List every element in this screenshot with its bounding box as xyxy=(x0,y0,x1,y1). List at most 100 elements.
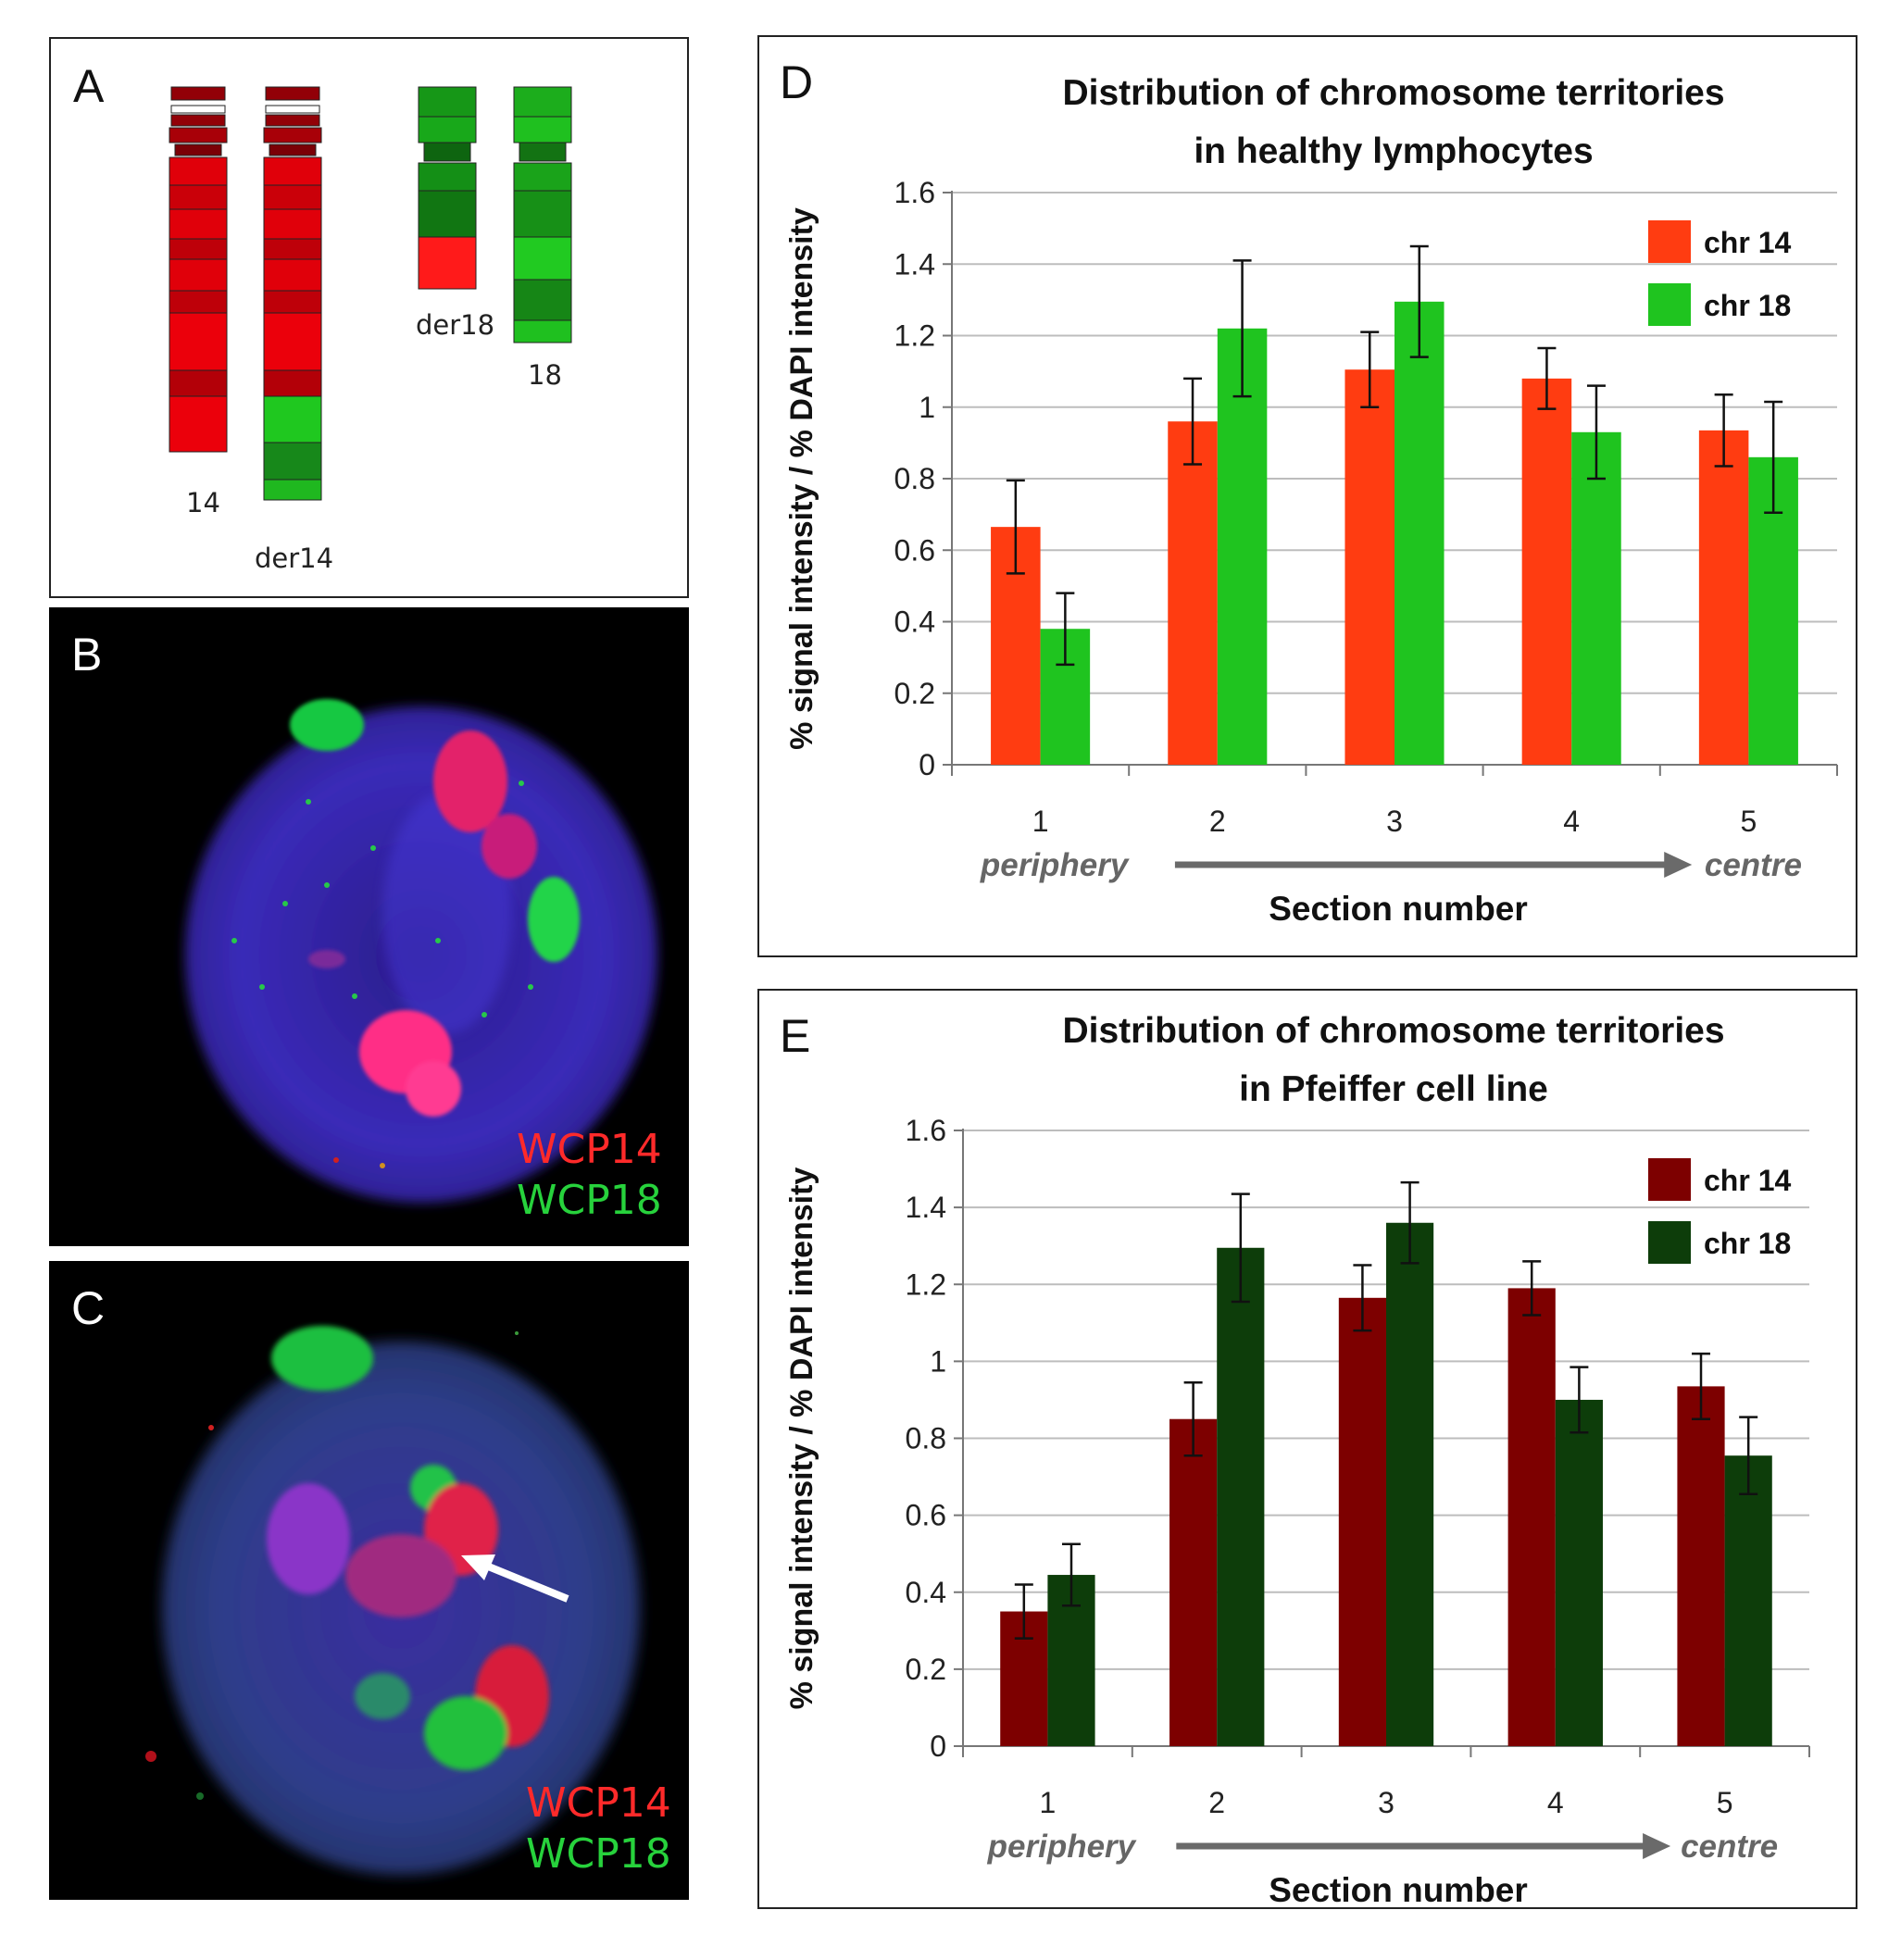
chromosome-der14 xyxy=(263,86,322,501)
error-bar xyxy=(1231,1192,1250,1304)
x-tick-label: 2 xyxy=(1208,1786,1225,1819)
chart-d: Distribution of chromosome territories in… xyxy=(784,73,1838,928)
bar-chr14-2 xyxy=(1168,421,1218,765)
legend-label: chr 18 xyxy=(1704,1227,1791,1260)
legend-swatch xyxy=(1648,1158,1691,1201)
y-axis-label: % signal intensity / % DAPI intensity xyxy=(784,207,819,750)
chromosome-der18 xyxy=(418,86,477,290)
panel-c: C WCP14 WCP18 xyxy=(49,1261,689,1900)
y-tick-label: 0.8 xyxy=(894,462,935,495)
label-der18: der18 xyxy=(416,309,495,341)
bar-chr18-2 xyxy=(1217,1247,1265,1746)
error-bar xyxy=(1586,384,1606,481)
bar-chr14-2 xyxy=(1169,1418,1218,1746)
probe-label-red-c: WCP14 xyxy=(526,1779,671,1827)
x-tick-label: 2 xyxy=(1209,805,1226,838)
x-axis-label: Section number xyxy=(1269,890,1528,928)
bar-chr18-4 xyxy=(1555,1399,1603,1746)
chart-subtitle: in Pfeiffer cell line xyxy=(1239,1069,1548,1109)
error-bar xyxy=(1570,1366,1589,1434)
label-chr14: 14 xyxy=(186,487,220,518)
y-tick-label: 0 xyxy=(919,748,935,781)
panel-b: B WCP14 xyxy=(49,607,689,1246)
error-bar xyxy=(1537,346,1557,410)
x-tick-label: 5 xyxy=(1741,805,1757,838)
arrow-head xyxy=(461,1554,495,1580)
error-bar xyxy=(1183,377,1203,466)
probe-label-green-b: WCP18 xyxy=(517,1177,662,1224)
chart-title: Distribution of chromosome territories xyxy=(1062,1011,1724,1051)
y-tick-label: 0.4 xyxy=(906,1576,946,1609)
chromosome-ideograms xyxy=(169,86,572,501)
legend-label: chr 14 xyxy=(1704,226,1791,259)
panel-b-label: B xyxy=(71,629,103,680)
direction-arrow-head xyxy=(1643,1833,1671,1859)
x-tick-label: 3 xyxy=(1386,805,1403,838)
x-annotation-centre: centre xyxy=(1681,1829,1778,1865)
bar-chr14-3 xyxy=(1344,369,1394,765)
label-chr18: 18 xyxy=(528,359,562,391)
error-bar xyxy=(1183,1380,1203,1457)
bar-chr18-2 xyxy=(1217,328,1268,765)
direction-arrow-head xyxy=(1664,852,1693,878)
error-bar xyxy=(1764,400,1783,514)
y-tick-label: 0.6 xyxy=(906,1499,946,1532)
y-tick-label: 0.2 xyxy=(906,1653,946,1686)
panel-e-label: E xyxy=(780,1010,811,1062)
error-bar xyxy=(1232,259,1252,398)
y-tick-label: 1.4 xyxy=(906,1191,946,1224)
chart-title: Distribution of chromosome territories xyxy=(1062,73,1724,113)
bar-chr18-4 xyxy=(1571,431,1621,765)
y-tick-label: 0.6 xyxy=(894,533,935,567)
y-tick-label: 0 xyxy=(930,1729,946,1763)
error-bar xyxy=(1014,1583,1033,1640)
legend-swatch xyxy=(1648,283,1691,326)
bar-chr18-3 xyxy=(1386,1222,1434,1746)
panel-d-label: D xyxy=(780,56,814,108)
bar-chr14-4 xyxy=(1521,378,1572,765)
error-bar xyxy=(1409,244,1429,358)
y-tick-label: 1 xyxy=(930,1344,946,1378)
y-tick-label: 1.4 xyxy=(894,247,935,281)
error-bar xyxy=(1739,1416,1758,1496)
chart-subtitle: in healthy lymphocytes xyxy=(1194,131,1593,171)
legend-label: chr 18 xyxy=(1704,289,1791,322)
x-tick-label: 1 xyxy=(1040,1786,1057,1819)
chromosome-14 xyxy=(169,86,228,453)
y-tick-label: 0.4 xyxy=(894,605,935,639)
fish-nucleus-image-c xyxy=(145,1326,640,1875)
probe-label-green-c: WCP18 xyxy=(526,1830,671,1878)
error-bar xyxy=(1061,1542,1081,1607)
error-bar xyxy=(1400,1180,1419,1265)
bar-chr14-5 xyxy=(1698,430,1749,765)
fish-nucleus-image-b xyxy=(185,699,657,1203)
x-tick-label: 1 xyxy=(1032,805,1049,838)
x-tick-label: 3 xyxy=(1378,1786,1394,1819)
bar-chr18-3 xyxy=(1394,301,1445,765)
error-bar xyxy=(1056,592,1075,667)
panel-a: A 14 der14 der18 18 xyxy=(49,37,689,598)
bar-chr18-5 xyxy=(1724,1455,1772,1746)
y-tick-label: 1.6 xyxy=(894,176,935,209)
probe-label-red-b: WCP14 xyxy=(517,1126,662,1173)
x-tick-label: 4 xyxy=(1547,1786,1564,1819)
y-axis-label: % signal intensity / % DAPI intensity xyxy=(784,1167,819,1710)
error-bar xyxy=(1714,393,1733,468)
label-der14: der14 xyxy=(255,543,334,574)
legend-label: chr 14 xyxy=(1704,1164,1791,1197)
y-tick-label: 1.2 xyxy=(894,319,935,353)
error-bar xyxy=(1360,331,1380,408)
x-tick-label: 5 xyxy=(1717,1786,1733,1819)
bar-chr14-5 xyxy=(1677,1386,1725,1746)
bar-chr14-3 xyxy=(1338,1297,1386,1746)
error-bar xyxy=(1522,1260,1542,1317)
x-axis-label: Section number xyxy=(1269,1871,1528,1909)
legend-swatch xyxy=(1648,220,1691,263)
panel-d: D Distribution of chromosome territories… xyxy=(757,35,1857,957)
panel-a-label: A xyxy=(73,60,105,112)
x-tick-label: 4 xyxy=(1563,805,1580,838)
panel-e: E Distribution of chromosome territories… xyxy=(757,989,1857,1909)
error-bar xyxy=(1006,479,1025,575)
y-tick-label: 0.8 xyxy=(906,1422,946,1455)
panel-c-label: C xyxy=(71,1282,106,1334)
